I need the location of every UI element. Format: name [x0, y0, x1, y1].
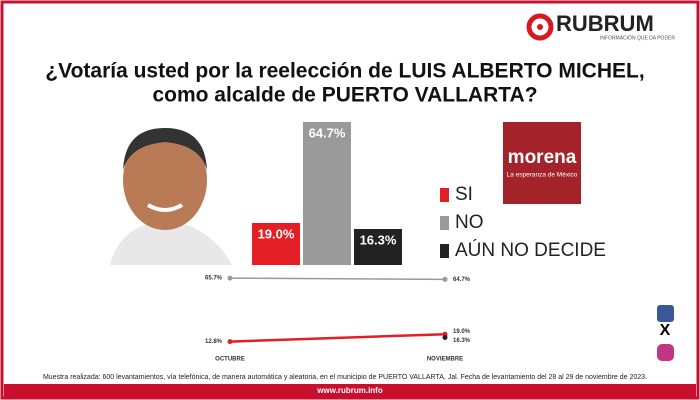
brand-name: RUBRUM — [556, 11, 654, 36]
x-tick-label: NOVIEMBRE — [427, 357, 463, 363]
instagram-icon — [657, 344, 674, 361]
footer-url: www.rubrum.info — [316, 386, 383, 395]
legend-label: NO — [455, 212, 484, 233]
legend-swatch — [440, 216, 449, 230]
party-name: morena — [508, 147, 577, 168]
party-slogan: La esperanza de México — [507, 172, 578, 179]
x-tick-label: OCTUBRE — [215, 357, 245, 363]
bar — [252, 223, 300, 265]
party-logo — [503, 122, 581, 204]
legend-label: AÚN NO DECIDE — [455, 239, 606, 261]
bar-value-label: 16.3% — [360, 232, 397, 247]
brand-logo-dot — [537, 24, 543, 30]
trend-point — [227, 339, 233, 345]
trend-point — [227, 275, 233, 281]
trend-point — [442, 276, 448, 282]
footnote: Muestra realizada: 600 levantamientos, v… — [43, 374, 647, 381]
trend-value-label: 12.8% — [205, 339, 223, 345]
trend-point — [442, 334, 448, 340]
trend-value-label: 16.3% — [453, 338, 471, 344]
bar-value-label: 64.7% — [309, 125, 346, 140]
trend-value-label: 64.7% — [453, 277, 471, 283]
bar — [303, 122, 351, 265]
legend-swatch — [440, 188, 449, 202]
bar-value-label: 19.0% — [258, 226, 295, 241]
legend-label: SI — [455, 184, 473, 205]
footer-bar — [4, 384, 696, 397]
bar — [354, 228, 402, 265]
facebook-icon — [657, 305, 674, 322]
trend-line — [229, 332, 446, 343]
x-icon: X — [660, 322, 671, 339]
portrait — [110, 128, 232, 265]
trend-line — [229, 277, 446, 281]
brand-logo — [526, 13, 554, 41]
chart-title: como alcalde de PUERTO VALLARTA? — [152, 84, 537, 107]
trend-value-label: 19.0% — [453, 329, 471, 335]
legend-swatch — [440, 244, 449, 258]
brand-tagline: INFORMACIÓN QUE DA PODER — [600, 34, 675, 41]
trend-value-label: 65.7% — [205, 276, 223, 282]
chart-title: ¿Votaría usted por la reelección de LUIS… — [45, 60, 644, 83]
